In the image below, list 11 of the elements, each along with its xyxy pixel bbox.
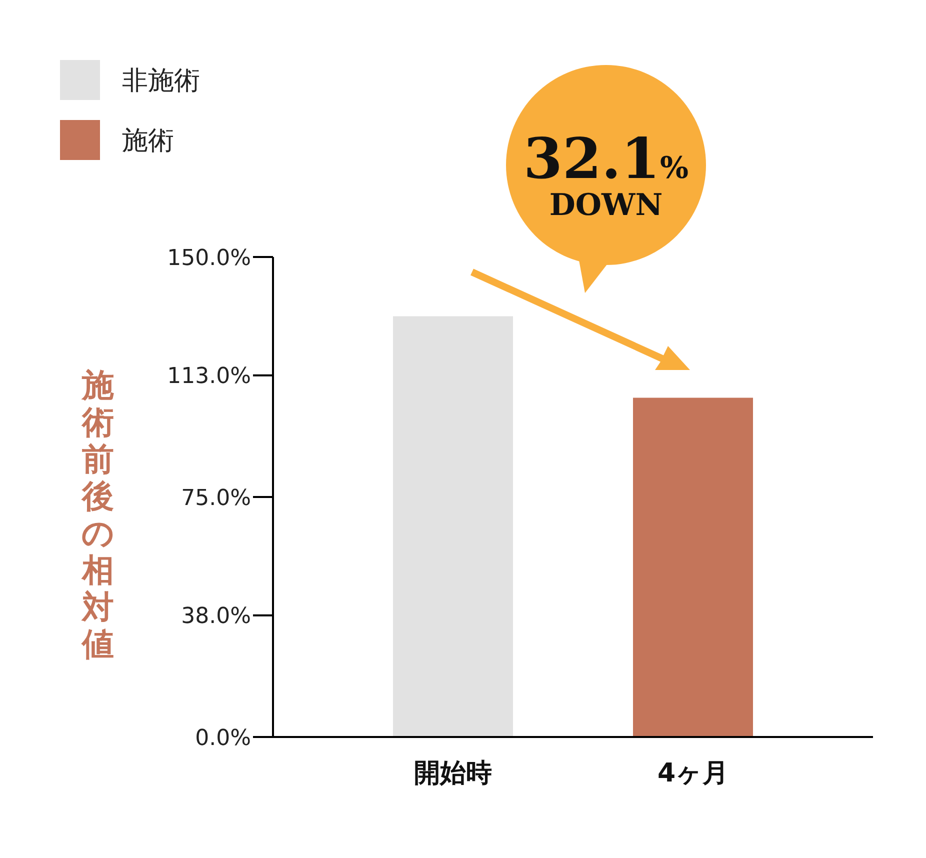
y-tick-label: 113.0% xyxy=(167,364,251,390)
legend-label: 施術 xyxy=(122,124,174,158)
x-tick-label: 開始時 xyxy=(414,758,492,788)
legend-label: 非施術 xyxy=(122,64,200,98)
y-tick-label: 0.0% xyxy=(195,726,251,751)
y-tick-label: 75.0% xyxy=(181,486,251,511)
y-axis-title: 施術前後の相対値 xyxy=(81,366,114,663)
text: 32.1% DOWN xyxy=(524,126,688,223)
y-tick-label: 38.0% xyxy=(181,604,251,630)
x-tick-label: 4ヶ月 xyxy=(657,758,729,788)
y-tick-label: 150.0% xyxy=(167,246,251,271)
